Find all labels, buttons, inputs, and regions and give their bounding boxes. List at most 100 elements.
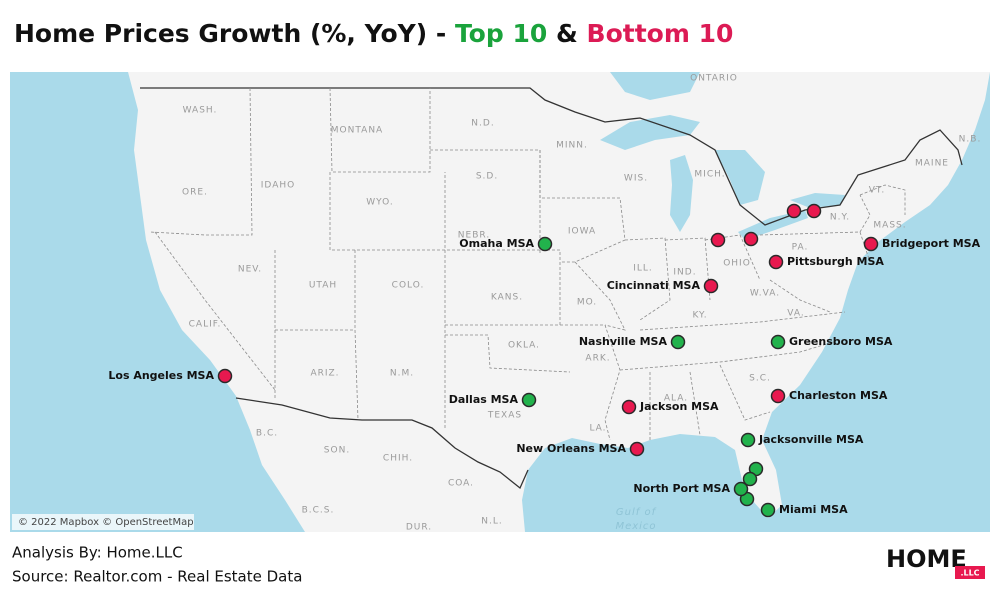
- lake-ontario: [790, 193, 845, 208]
- marker: [770, 388, 786, 404]
- attribution-bg: [12, 514, 194, 530]
- title-amp: &: [556, 19, 578, 48]
- marker: [768, 254, 784, 270]
- region-label: KY.: [692, 311, 707, 321]
- marker-label: Greensboro MSA: [789, 335, 893, 348]
- region-label: VT.: [869, 186, 885, 196]
- region-label: IDAHO: [261, 181, 295, 191]
- region-label: S.C.: [749, 374, 771, 384]
- canada-border: [140, 87, 963, 226]
- map: ONTARIO WASH. MONTANA N.D. MINN. ORE. IDAHO WYO…: [10, 72, 990, 533]
- marker: [863, 236, 879, 252]
- marker-label: Nashville MSA: [579, 335, 668, 348]
- region-label: MONTANA: [331, 126, 383, 136]
- region-label: ALA.: [664, 394, 688, 404]
- region-label: ARIZ.: [310, 369, 339, 379]
- region-label: CALIF.: [189, 320, 222, 330]
- logo-main: HOME: [886, 545, 967, 573]
- marker: [621, 399, 637, 415]
- region-label: ORE.: [182, 188, 208, 198]
- attribution: © 2022 Mapbox © OpenStreetMap: [18, 517, 194, 528]
- region-label: UTAH: [309, 281, 337, 291]
- marker-label: Jacksonville MSA: [758, 433, 864, 446]
- marker: [521, 392, 537, 408]
- water-label: Mexico: [615, 521, 656, 532]
- marker-label: Jackson MSA: [639, 400, 719, 413]
- atlantic-gulf: [522, 72, 990, 532]
- marker-label: Cincinnati MSA: [607, 279, 701, 292]
- region-label: MASS.: [873, 221, 906, 231]
- marker: [733, 481, 749, 497]
- region-label: IOWA: [568, 227, 596, 237]
- marker-label: North Port MSA: [633, 482, 730, 495]
- marker-label: Miami MSA: [779, 503, 848, 516]
- region-label: KANS.: [491, 293, 523, 303]
- region-label: N.L.: [481, 517, 502, 527]
- region-label: B.C.: [256, 429, 278, 439]
- region-label: VA.: [787, 309, 804, 319]
- state-lines: [149, 87, 906, 441]
- lake-huron: [715, 150, 765, 205]
- marker: [760, 502, 776, 518]
- marker: [743, 231, 759, 247]
- region-label: S.D.: [476, 172, 498, 182]
- marker-label: Charleston MSA: [789, 389, 888, 402]
- region-label: W.VA.: [750, 289, 780, 299]
- marker: [710, 232, 726, 248]
- region-label: COA.: [448, 479, 474, 489]
- region-label: WASH.: [183, 106, 218, 116]
- region-label: N.D.: [471, 119, 494, 129]
- region-label: MO.: [577, 298, 597, 308]
- marker: [742, 471, 758, 487]
- footer-analysis: Analysis By: Home.LLC: [12, 544, 183, 562]
- region-label: OHIO: [723, 259, 751, 269]
- marker-label: Omaha MSA: [459, 237, 534, 250]
- region-label: NEV.: [238, 265, 262, 275]
- region-label: ARK.: [585, 354, 610, 364]
- lake-michigan: [670, 155, 693, 232]
- region-label: CHIH.: [383, 454, 413, 464]
- region-label: DUR.: [406, 523, 432, 533]
- marker: [670, 334, 686, 350]
- marker: [740, 432, 756, 448]
- logo-badge: [955, 566, 985, 579]
- region-label: PA.: [792, 243, 809, 253]
- region-label: COLO.: [392, 281, 425, 291]
- region-label: OKLA.: [508, 341, 540, 351]
- title-prefix: Home Prices Growth (%, YoY) -: [14, 19, 446, 48]
- region-label: WYO.: [366, 198, 393, 208]
- marker: [786, 203, 802, 219]
- region-label: MICH.: [694, 170, 725, 180]
- marker-label: Pittsburgh MSA: [787, 255, 884, 268]
- marker-label: Bridgeport MSA: [882, 237, 981, 250]
- region-label: N.B.: [959, 135, 982, 145]
- hudson-bay: [610, 72, 700, 100]
- region-label: MINN.: [556, 141, 588, 151]
- region-label: N.M.: [390, 369, 414, 379]
- region-label: SON.: [324, 446, 350, 456]
- unlabeled-markers: [710, 203, 822, 507]
- logo-suffix: .LLC: [960, 569, 979, 578]
- water-label: Gulf of: [616, 507, 657, 518]
- pacific-ocean: [10, 72, 305, 532]
- region-label: ILL.: [633, 264, 653, 274]
- region-label: MAINE: [915, 159, 949, 169]
- region-label: TEXAS: [487, 411, 522, 421]
- region-label: NEBR.: [458, 231, 490, 241]
- region-labels: ONTARIO WASH. MONTANA N.D. MINN. ORE. IDAHO WYO…: [182, 74, 982, 533]
- marker: [217, 368, 233, 384]
- title-bottom: Bottom 10: [587, 19, 734, 48]
- lake-erie: [738, 210, 808, 240]
- marker-label: Los Angeles MSA: [108, 369, 214, 382]
- labeled-markers: Omaha MSA Los Angeles MSA Dallas MSA Nashvi…: [108, 236, 981, 518]
- marker: [629, 441, 645, 457]
- mexico-border: [235, 397, 529, 490]
- region-label: B.C.S.: [302, 506, 335, 516]
- region-label: IND.: [673, 268, 696, 278]
- marker: [537, 236, 553, 252]
- region-label: LA.: [589, 424, 606, 434]
- footer-source: Source: Realtor.com - Real Estate Data: [12, 568, 302, 586]
- marker-label: New Orleans MSA: [516, 442, 626, 455]
